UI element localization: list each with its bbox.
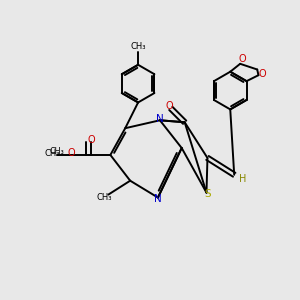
Text: CH₃: CH₃	[97, 193, 112, 202]
Text: O: O	[259, 69, 266, 79]
Text: H: H	[239, 174, 247, 184]
Text: CH₃: CH₃	[130, 43, 146, 52]
Text: S: S	[204, 189, 211, 199]
Text: O: O	[88, 135, 95, 145]
Text: CH₃: CH₃	[44, 149, 60, 158]
Text: N: N	[156, 114, 164, 124]
Text: O: O	[165, 101, 172, 111]
Text: CH₃: CH₃	[50, 148, 64, 157]
Text: O: O	[238, 54, 246, 64]
Text: N: N	[154, 194, 162, 203]
Text: O: O	[68, 148, 76, 158]
